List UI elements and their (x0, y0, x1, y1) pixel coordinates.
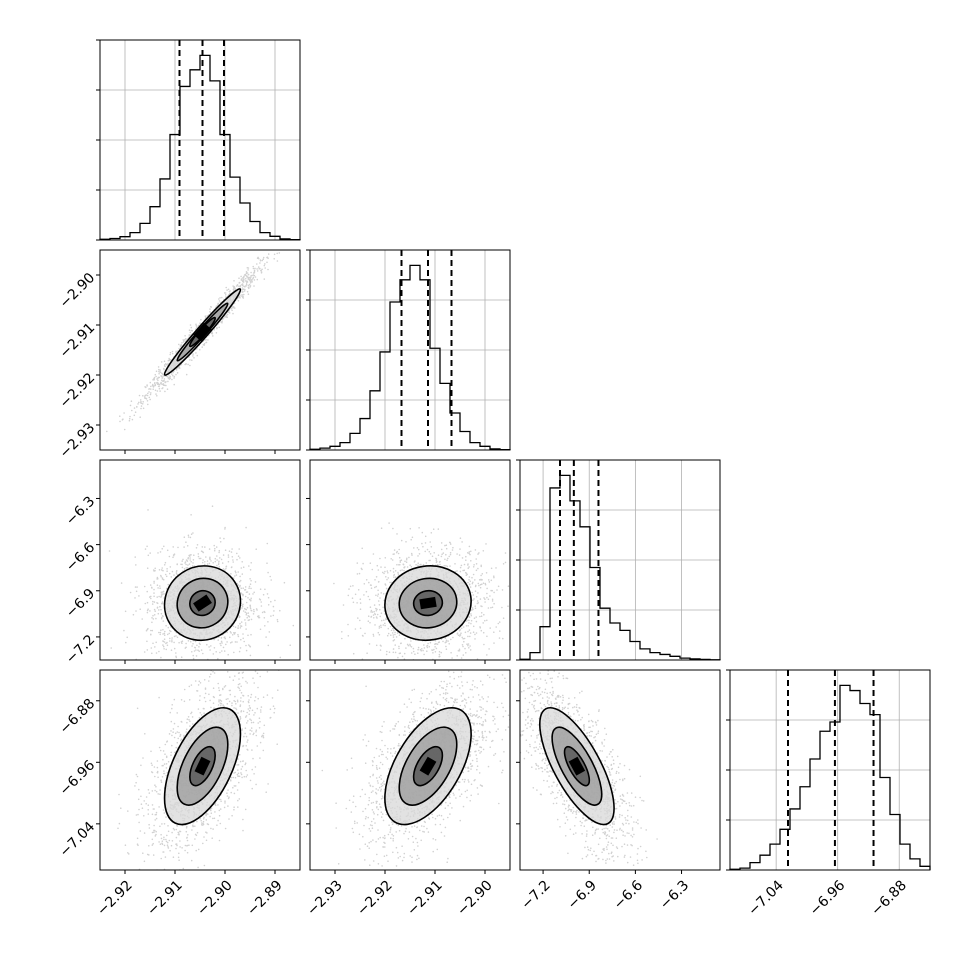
density-panel-3-0 (96, 669, 301, 874)
density-panel-1-0 (96, 249, 301, 454)
contour-2 (163, 565, 242, 642)
contour-1 (398, 726, 458, 806)
contour-1 (176, 726, 229, 806)
density-content-3-2 (520, 670, 658, 870)
contour-1 (176, 577, 229, 629)
density-frame-3-0 (99, 669, 301, 871)
hist-panel-2 (516, 459, 721, 661)
contour-2 (384, 706, 472, 826)
density-content-2-1 (333, 522, 510, 660)
density-content-1-0 (106, 250, 281, 433)
contour-2 (163, 706, 242, 826)
density-panel-3-2 (516, 669, 721, 874)
density-panel-2-0 (96, 459, 301, 664)
density-peak (193, 322, 212, 342)
contour-0 (412, 589, 444, 617)
contour-0 (189, 589, 216, 617)
density-panel-3-1 (306, 669, 511, 874)
histogram-0 (99, 54, 301, 241)
contour-2 (538, 706, 615, 826)
density-content-3-1 (321, 670, 510, 870)
density-panel-2-1 (306, 459, 511, 664)
contour-0 (189, 745, 216, 787)
contour-2 (384, 565, 472, 642)
histogram-2 (519, 474, 721, 661)
hist-frame-1 (309, 249, 511, 451)
density-frame-3-2 (519, 669, 721, 871)
density-frame-1-0 (99, 249, 301, 451)
hist-frame-2 (519, 459, 721, 661)
density-peak (419, 596, 437, 610)
histogram-1 (309, 264, 511, 451)
density-peak (419, 756, 437, 776)
hist-panel-3 (726, 669, 931, 871)
density-frame-3-1 (309, 669, 511, 871)
density-content-2-0 (108, 505, 295, 660)
contour-0 (412, 745, 444, 787)
density-frame-2-0 (99, 459, 301, 661)
density-content-3-0 (117, 670, 280, 870)
hist-panel-0 (96, 39, 301, 241)
histogram-3 (729, 684, 931, 870)
density-peak (568, 756, 586, 776)
panels (96, 39, 931, 874)
contour-2 (163, 288, 242, 376)
density-peak (194, 756, 211, 776)
density-frame-2-1 (309, 459, 511, 661)
contour-0 (563, 745, 591, 787)
contour-1 (551, 726, 603, 806)
hist-frame-3 (729, 669, 931, 871)
density-peak (193, 594, 212, 612)
contour-1 (398, 577, 458, 629)
hist-frame-0 (99, 39, 301, 241)
hist-panel-1 (306, 249, 511, 451)
